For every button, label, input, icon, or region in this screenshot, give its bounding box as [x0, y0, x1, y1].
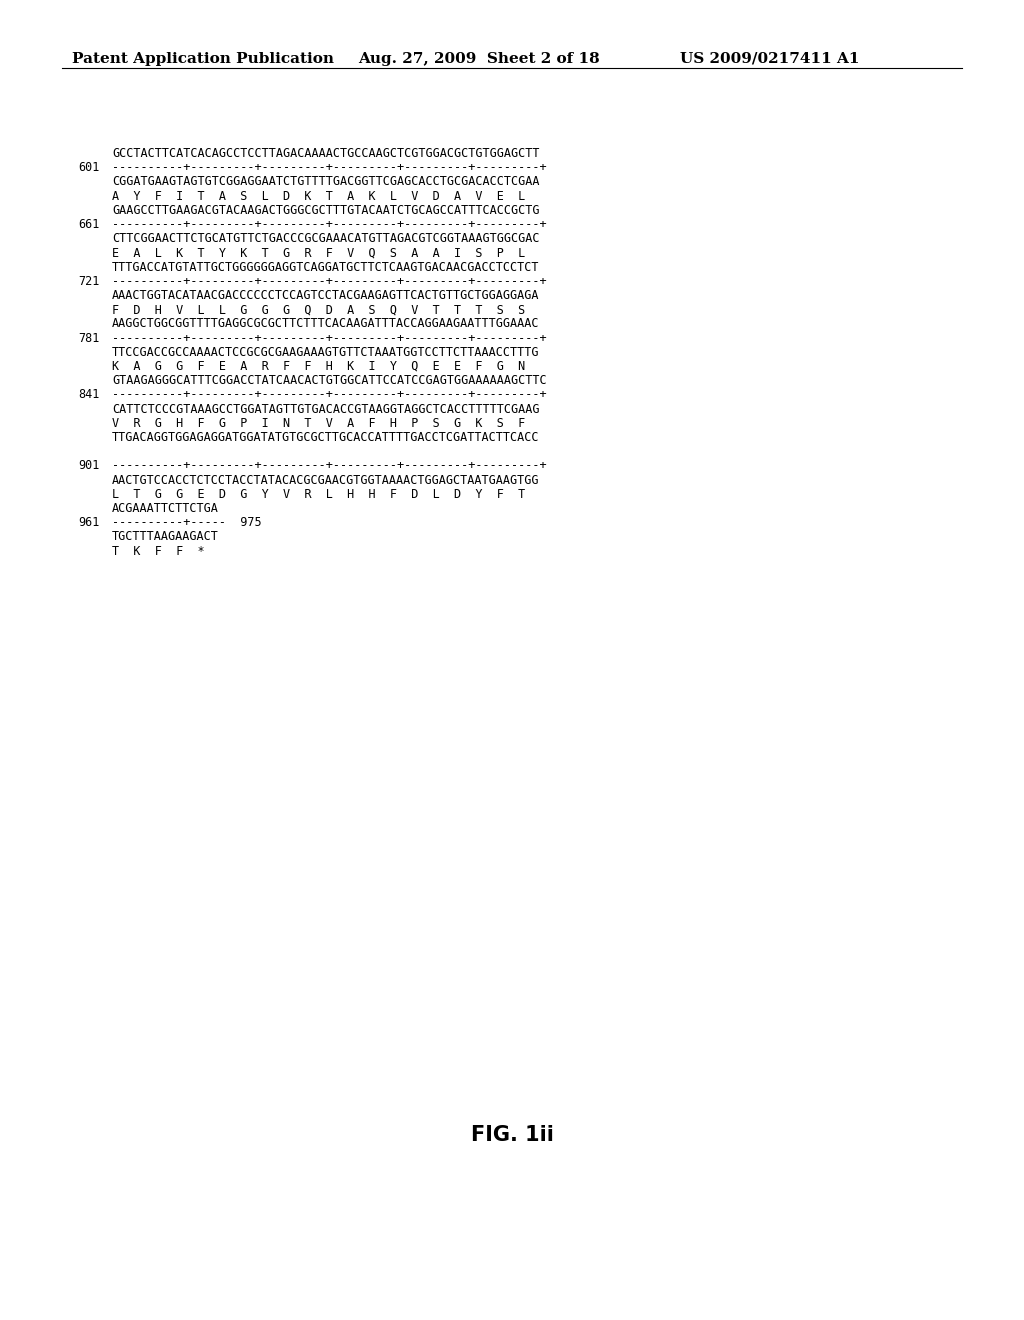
Text: CTTCGGAACTTCTGCATGTTCTGACCCGCGAAACATGTTAGACGTCGGTAAAGTGGCGAC: CTTCGGAACTTCTGCATGTTCTGACCCGCGAAACATGTTA… [112, 232, 540, 246]
Text: FIG. 1ii: FIG. 1ii [471, 1125, 553, 1144]
Text: A  Y  F  I  T  A  S  L  D  K  T  A  K  L  V  D  A  V  E  L: A Y F I T A S L D K T A K L V D A V E L [112, 190, 525, 202]
Text: V  R  G  H  F  G  P  I  N  T  V  A  F  H  P  S  G  K  S  F: V R G H F G P I N T V A F H P S G K S F [112, 417, 525, 430]
Text: AACTGTCCACCTCTCCTACCTATACACGCGAACGTGGTAAAACTGGAGCTAATGAAGTGG: AACTGTCCACCTCTCCTACCTATACACGCGAACGTGGTAA… [112, 474, 540, 487]
Text: 961: 961 [79, 516, 100, 529]
Text: TTCCGACCGCCAAAACTCCGCGCGAAGAAAGTGTTCTAAATGGTCCTTCTTAAACCTTTG: TTCCGACCGCCAAAACTCCGCGCGAAGAAAGTGTTCTAAA… [112, 346, 540, 359]
Text: 901: 901 [79, 459, 100, 473]
Text: TTTGACCATGTATTGCTGGGGGGAGGTCAGGATGCTTCTCAAGTGACAACGACCTCCTCT: TTTGACCATGTATTGCTGGGGGGAGGTCAGGATGCTTCTC… [112, 260, 540, 273]
Text: 721: 721 [79, 275, 100, 288]
Text: ----------+---------+---------+---------+---------+---------+: ----------+---------+---------+---------… [112, 275, 547, 288]
Text: ACGAAATTCTTCTGA: ACGAAATTCTTCTGA [112, 502, 219, 515]
Text: TTGACAGGTGGAGAGGATGGATATGTGCGCTTGCACCATTTTGACCTCGATTACTTCACC: TTGACAGGTGGAGAGGATGGATATGTGCGCTTGCACCATT… [112, 432, 540, 444]
Text: K  A  G  G  F  E  A  R  F  F  H  K  I  Y  Q  E  E  F  G  N: K A G G F E A R F F H K I Y Q E E F G N [112, 360, 525, 374]
Text: CGGATGAAGTAGTGTCGGAGGAATCTGTTTTGACGGTTCGAGCACCTGCGACACCTCGAA: CGGATGAAGTAGTGTCGGAGGAATCTGTTTTGACGGTTCG… [112, 176, 540, 189]
Text: GAAGCCTTGAAGACGTACAAGACTGGGCGCTTTGTACAATCTGCAGCCATTTCACCGCTG: GAAGCCTTGAAGACGTACAAGACTGGGCGCTTTGTACAAT… [112, 203, 540, 216]
Text: 841: 841 [79, 388, 100, 401]
Text: Patent Application Publication: Patent Application Publication [72, 51, 334, 66]
Text: GCCTACTTCATCACAGCCTCCTTAGACAAAACTGCCAAGCTCGTGGACGCTGTGGAGCTT: GCCTACTTCATCACAGCCTCCTTAGACAAAACTGCCAAGC… [112, 147, 540, 160]
Text: T  K  F  F  *: T K F F * [112, 545, 205, 557]
Text: Aug. 27, 2009  Sheet 2 of 18: Aug. 27, 2009 Sheet 2 of 18 [358, 51, 600, 66]
Text: 661: 661 [79, 218, 100, 231]
Text: AAACTGGTACATAACGACCCCCCTCCAGTCCTACGAAGAGTTCACTGTTGCTGGAGGAGA: AAACTGGTACATAACGACCCCCCTCCAGTCCTACGAAGAG… [112, 289, 540, 302]
Text: 601: 601 [79, 161, 100, 174]
Text: TGCTTTAAGAAGACT: TGCTTTAAGAAGACT [112, 531, 219, 544]
Text: ----------+---------+---------+---------+---------+---------+: ----------+---------+---------+---------… [112, 218, 547, 231]
Text: GTAAGAGGGCATTTCGGACCTATCAACACTGTGGCATTCCATCCGAGTGGAAAAAAGCTTC: GTAAGAGGGCATTTCGGACCTATCAACACTGTGGCATTCC… [112, 374, 547, 387]
Text: 781: 781 [79, 331, 100, 345]
Text: L  T  G  G  E  D  G  Y  V  R  L  H  H  F  D  L  D  Y  F  T: L T G G E D G Y V R L H H F D L D Y F T [112, 488, 525, 500]
Text: US 2009/0217411 A1: US 2009/0217411 A1 [680, 51, 859, 66]
Text: ----------+---------+---------+---------+---------+---------+: ----------+---------+---------+---------… [112, 161, 547, 174]
Text: ----------+-----  975: ----------+----- 975 [112, 516, 261, 529]
Text: E  A  L  K  T  Y  K  T  G  R  F  V  Q  S  A  A  I  S  P  L: E A L K T Y K T G R F V Q S A A I S P L [112, 247, 525, 260]
Text: AAGGCTGGCGGTTTTGAGGCGCGCTTCTTTCACAAGATTTACCAGGAAGAATTTGGAAAC: AAGGCTGGCGGTTTTGAGGCGCGCTTCTTTCACAAGATTT… [112, 317, 540, 330]
Text: CATTCTCCCGTAAAGCCTGGATAGTTGTGACACCGTAAGGTAGGCTCACCTTTTTCGAAG: CATTCTCCCGTAAAGCCTGGATAGTTGTGACACCGTAAGG… [112, 403, 540, 416]
Text: F  D  H  V  L  L  G  G  G  Q  D  A  S  Q  V  T  T  T  S  S: F D H V L L G G G Q D A S Q V T T T S S [112, 304, 525, 317]
Text: ----------+---------+---------+---------+---------+---------+: ----------+---------+---------+---------… [112, 459, 547, 473]
Text: ----------+---------+---------+---------+---------+---------+: ----------+---------+---------+---------… [112, 331, 547, 345]
Text: ----------+---------+---------+---------+---------+---------+: ----------+---------+---------+---------… [112, 388, 547, 401]
